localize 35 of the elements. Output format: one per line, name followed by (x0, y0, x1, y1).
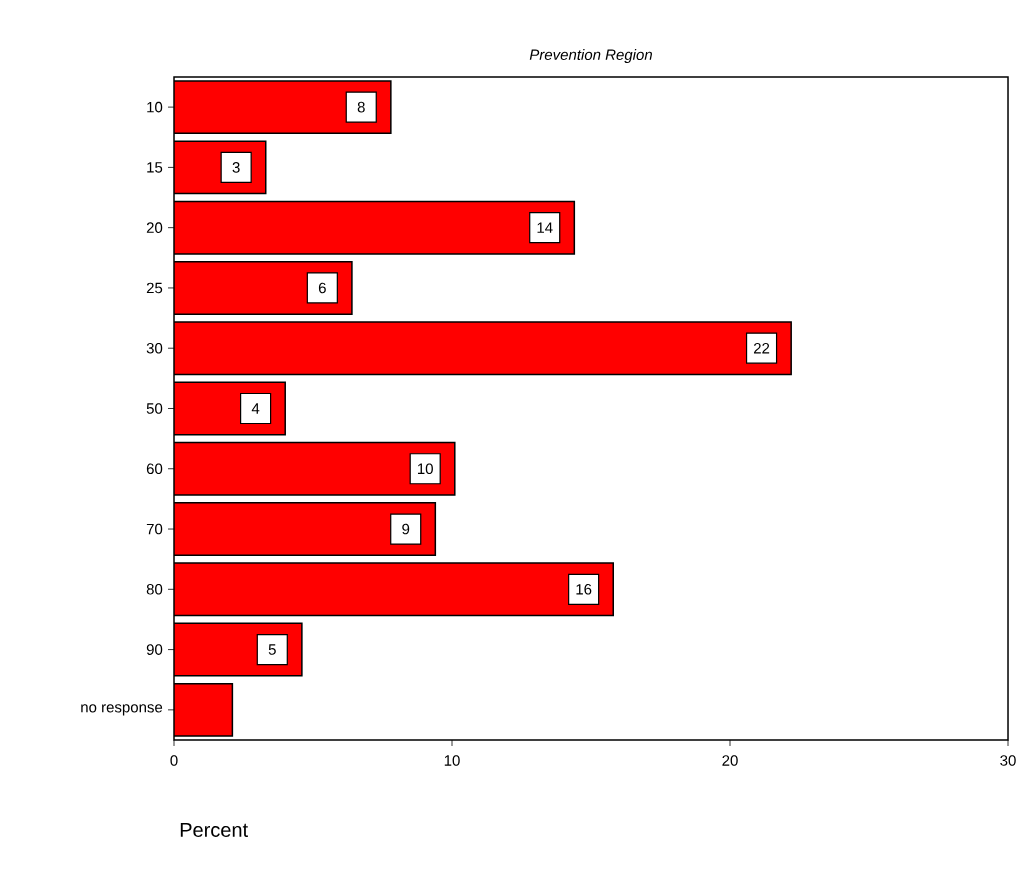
data-label: 6 (318, 282, 326, 294)
bar (174, 562, 614, 617)
y-tick-label: 15 (147, 162, 163, 173)
data-label: 8 (357, 101, 365, 113)
x-tick-label: 20 (722, 755, 738, 766)
y-tick-label: 70 (146, 523, 163, 535)
x-tick-label: 10 (444, 755, 460, 766)
data-label: 22 (753, 342, 770, 354)
y-tick-label: 80 (146, 584, 163, 595)
y-tick-label: 10 (147, 101, 163, 113)
bar (174, 682, 234, 737)
x-axis-title: Percent (180, 823, 248, 837)
data-label: 4 (251, 403, 260, 414)
data-label: 3 (232, 162, 240, 173)
bar (174, 502, 437, 556)
chart-title: Prevention Region (529, 48, 652, 63)
bar (174, 260, 353, 315)
bar (174, 321, 792, 376)
y-tick-label: 60 (146, 463, 163, 475)
y-tick-label: 90 (146, 644, 163, 655)
bar (174, 200, 576, 255)
y-tick-label: no response (81, 704, 163, 716)
x-tick-label: 0 (170, 755, 178, 766)
data-label: 16 (576, 584, 592, 595)
bar (174, 441, 456, 496)
y-tick-label: 20 (146, 222, 163, 233)
data-label: 10 (417, 463, 433, 475)
x-tick-label: 30 (1000, 755, 1016, 766)
y-tick-label: 50 (146, 403, 163, 414)
bar (174, 80, 392, 135)
data-label: 14 (537, 222, 553, 233)
data-label: 5 (268, 644, 276, 655)
y-tick-label: 30 (146, 342, 163, 354)
y-tick-label: 25 (146, 282, 163, 294)
data-label: 9 (402, 523, 410, 535)
